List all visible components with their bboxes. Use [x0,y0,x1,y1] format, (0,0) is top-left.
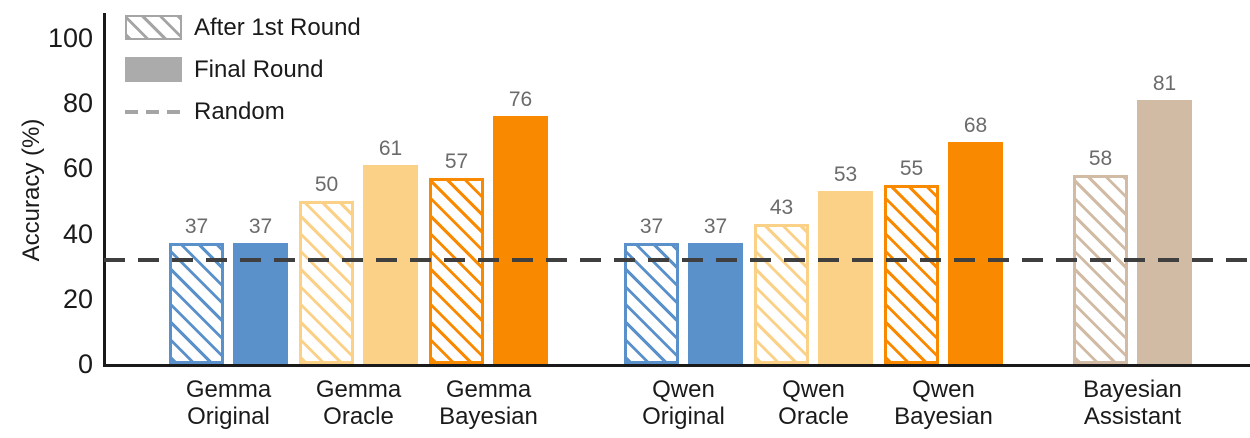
y-tick-label: 20 [62,283,93,314]
y-tick-label: 40 [62,218,93,249]
x-group-label: Bayesian Assistant [1083,376,1182,430]
bar-final-round [233,243,288,364]
bar-final-round [493,116,548,364]
bar-value-label: 76 [508,88,533,112]
y-tick-label: 100 [47,23,93,53]
bar-value-label: 61 [378,137,403,161]
bar-final-round [948,142,1003,364]
legend-item: Random [125,98,361,125]
bar-value-label: 50 [314,173,339,196]
legend-item: After 1st Round [125,14,361,41]
y-tick-label: 60 [62,153,93,184]
bar-after-1st-round [624,243,679,364]
bar-after-1st-round [884,184,939,364]
bar-after-1st-round [429,178,484,364]
bar-value-label: 37 [639,215,664,239]
bar-after-1st-round [299,201,354,364]
legend-item-label: Final Round [194,55,324,83]
bar-value-label: 57 [444,150,469,174]
legend: After 1st Round Final Round Random [125,14,361,125]
bar-value-label: 53 [833,163,858,187]
bar-after-1st-round [754,223,809,364]
x-group-label: Gemma Bayesian [439,376,538,430]
bar-value-label: 55 [899,156,924,180]
bar-value-label: 37 [248,215,273,239]
x-group-label: Qwen Oracle [778,376,849,430]
random-baseline-line [104,257,1250,262]
x-group-label: Qwen Bayesian [894,376,993,430]
y-tick-label: 80 [62,88,93,119]
bar-after-1st-round [1073,174,1128,364]
x-group-label: Gemma Oracle [315,376,402,430]
bar-value-label: 81 [1152,71,1177,95]
bar-value-label: 37 [703,215,728,239]
legend-item-label: After 1st Round [194,13,361,41]
bar-value-label: 37 [184,215,209,239]
bar-value-label: 58 [1088,146,1113,170]
bar-final-round [818,191,873,364]
bar-value-label: 43 [769,195,794,219]
y-axis-line [103,13,106,367]
legend-swatch-hatched [125,15,182,40]
legend-dash-sample [125,109,182,114]
bar-final-round [1137,99,1192,364]
legend-item-label: Random [194,97,285,125]
legend-item: Final Round [125,56,361,83]
bar-after-1st-round [169,243,224,364]
bar-value-label: 68 [963,114,988,138]
y-tick-label: 0 [77,349,93,379]
x-group-label: Qwen Original [642,376,725,430]
bar-final-round [363,165,418,364]
legend-swatch-solid [125,57,182,82]
bar-final-round [688,243,743,364]
x-group-label: Gemma Original [185,376,272,430]
x-axis-line [103,364,1250,367]
